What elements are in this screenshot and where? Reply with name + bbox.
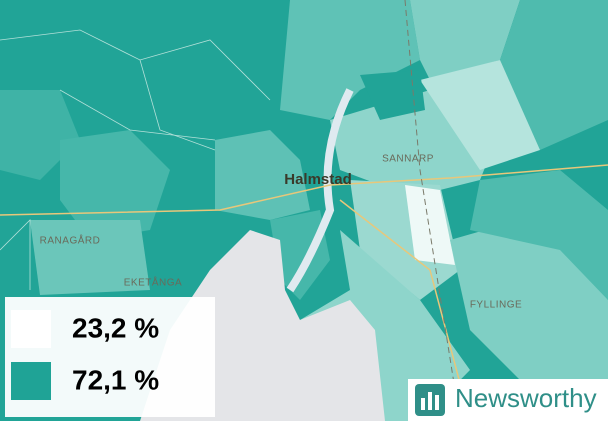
legend-swatch (11, 362, 51, 400)
district (410, 0, 520, 80)
logo-text: Newsworthy (455, 383, 597, 413)
district (300, 230, 470, 421)
borders (0, 29, 271, 290)
road (0, 164, 608, 216)
district (405, 185, 455, 265)
road (339, 199, 471, 421)
district (420, 60, 540, 170)
district (215, 130, 310, 220)
railway (404, 0, 461, 421)
district (470, 170, 608, 300)
district-label: SANNARP (382, 154, 434, 165)
logo-icon-bar (428, 392, 432, 410)
district (30, 220, 150, 295)
river (286, 88, 354, 293)
legend-swatch (11, 310, 51, 348)
legend-label: 72,1 % (72, 364, 159, 395)
logo-icon-bar (435, 395, 439, 410)
district (360, 70, 425, 120)
district (500, 0, 608, 150)
city-label: Halmstad (284, 171, 352, 188)
district (450, 220, 608, 380)
district-label: FYLLINGE (470, 300, 522, 311)
district (270, 210, 330, 300)
district-label: RANAGÅRD (40, 234, 101, 247)
district (280, 0, 420, 120)
logo-icon-bar (421, 398, 425, 410)
district-label: EKETÅNGA (124, 276, 182, 289)
legend-label: 23,2 % (72, 312, 159, 343)
legend: 23,2 % 72,1 % (11, 310, 159, 400)
